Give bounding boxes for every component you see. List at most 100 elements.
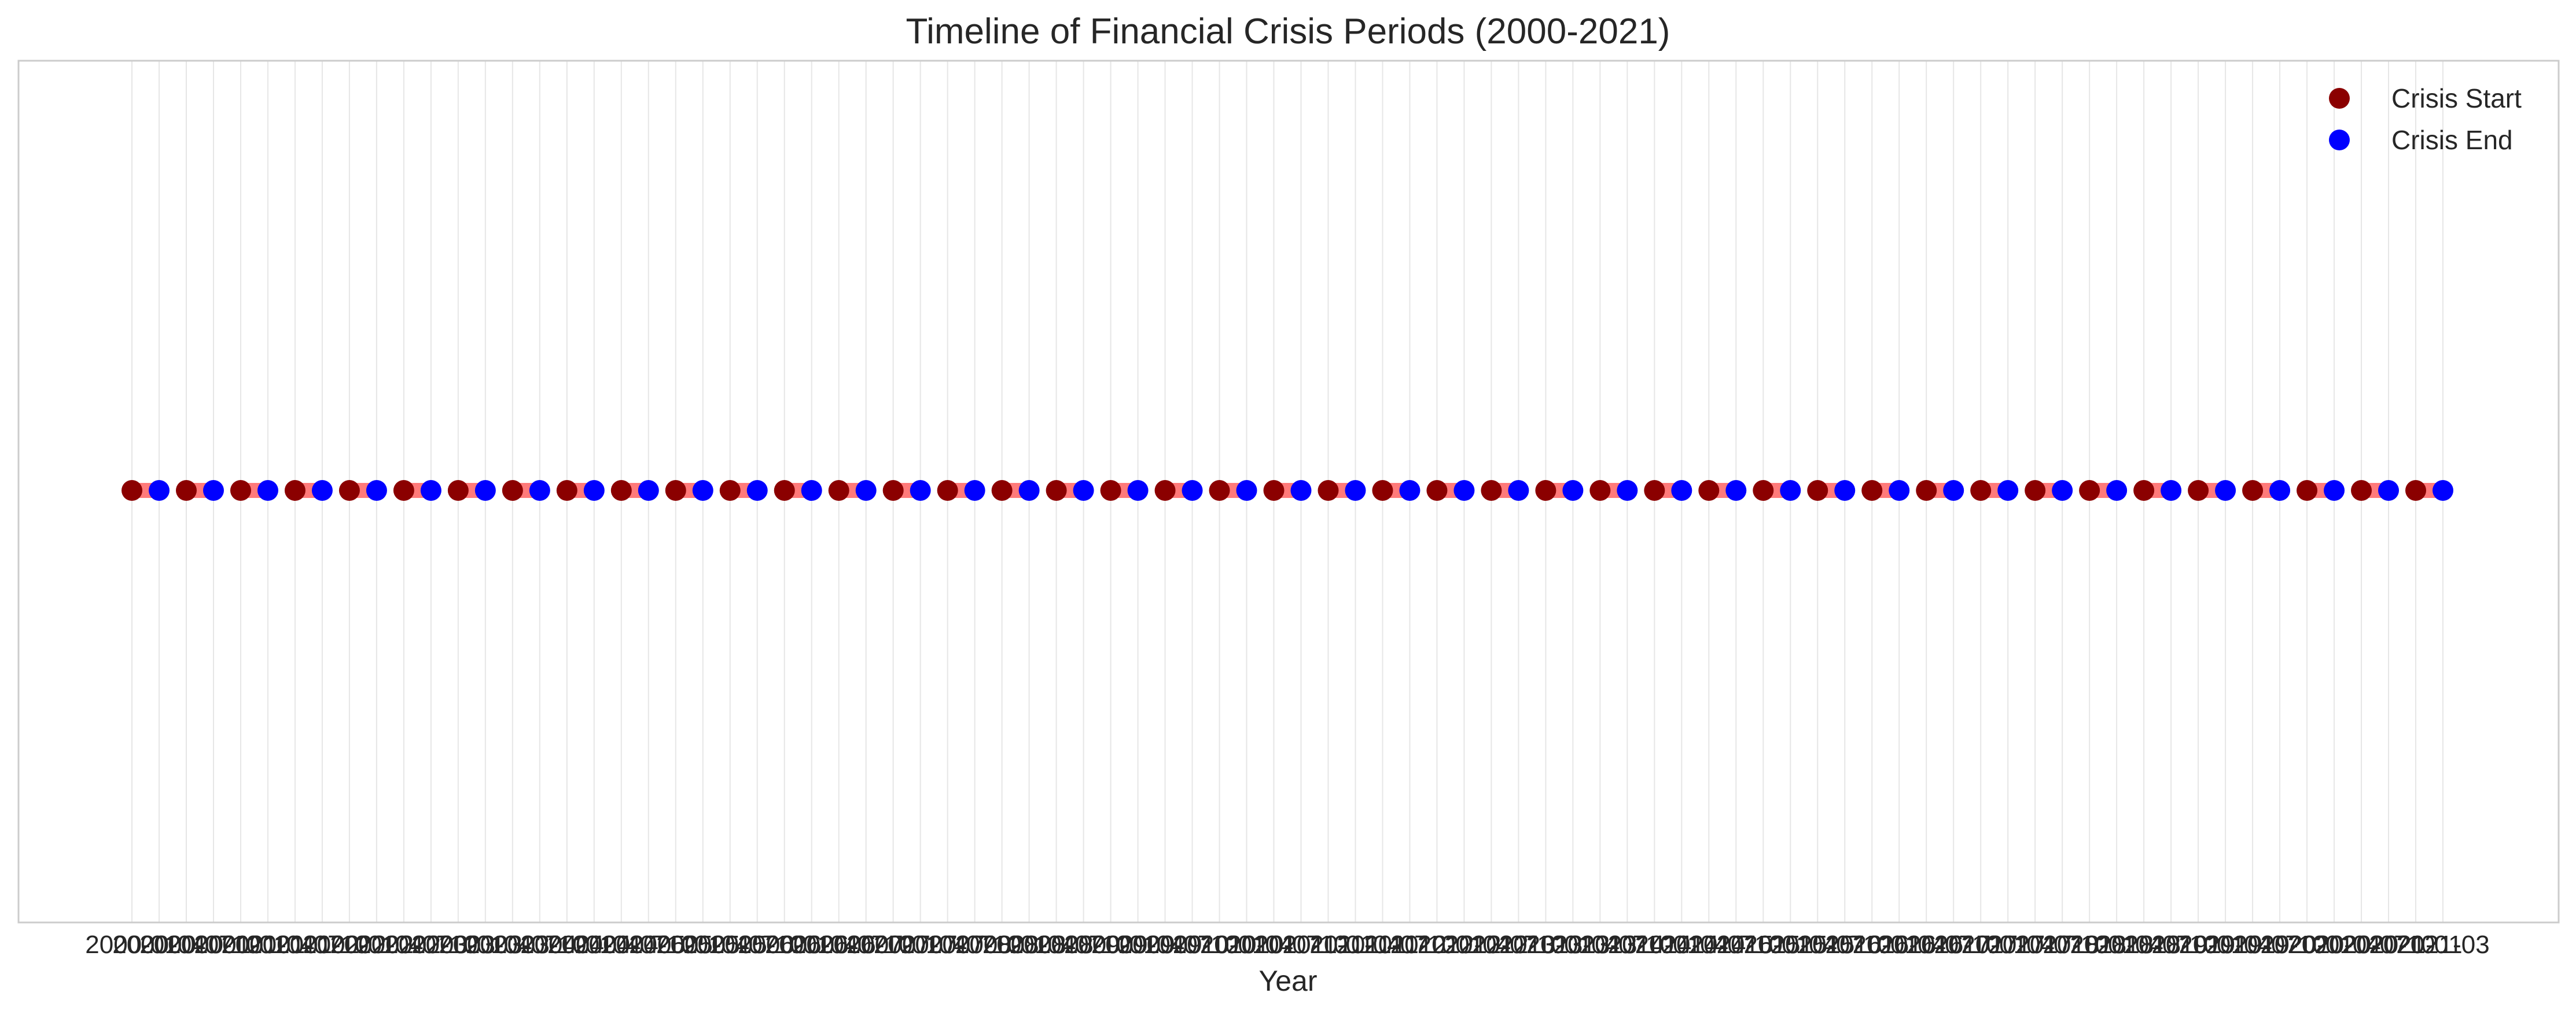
crisis-start-point xyxy=(991,480,1013,501)
x-tick-label: 2016-07 xyxy=(1879,931,1973,959)
x-tick-label: 2013-10 xyxy=(1581,931,1674,959)
x-tick-label: 2019-04 xyxy=(2178,931,2272,959)
crisis-start-point xyxy=(665,480,686,501)
crisis-start-point xyxy=(2025,480,2046,501)
crisis-start-point xyxy=(828,480,849,501)
crisis-start-point xyxy=(1644,480,1665,501)
x-tick-label: 2018-04 xyxy=(2070,931,2163,959)
crisis-end-point xyxy=(1889,480,1910,501)
legend: Crisis Start Crisis End xyxy=(2329,83,2522,155)
crisis-end-point xyxy=(1834,480,1856,501)
crisis-end-point xyxy=(2215,480,2236,501)
crisis-end-point xyxy=(529,480,550,501)
x-tick-label: 2018-07 xyxy=(2097,931,2190,959)
x-tick-label: 2005-07 xyxy=(683,931,777,959)
marker-layer xyxy=(122,480,2453,501)
crisis-end-point xyxy=(801,480,822,501)
crisis-end-point xyxy=(1725,480,1747,501)
x-tick-label: 2013-01 xyxy=(1499,931,1592,959)
x-tick-label: 2019-10 xyxy=(2233,931,2326,959)
x-tick-label: 2007-04 xyxy=(874,931,967,959)
crisis-start-point xyxy=(1100,480,1121,501)
crisis-start-point xyxy=(1209,480,1230,501)
crisis-start-point xyxy=(774,480,795,501)
x-tick-label: 2014-04 xyxy=(1635,931,1728,959)
chart-title: Timeline of Financial Crisis Periods (20… xyxy=(906,12,1670,51)
crisis-start-point xyxy=(610,480,632,501)
crisis-start-point xyxy=(1807,480,1828,501)
crisis-start-point xyxy=(1046,480,1067,501)
crisis-end-point xyxy=(203,480,224,501)
crisis-start-point xyxy=(1970,480,1992,501)
legend-label-crisis-end: Crisis End xyxy=(2391,125,2513,155)
crisis-end-point xyxy=(2378,480,2400,501)
crisis-end-point xyxy=(2106,480,2128,501)
x-tick-label: 2009-07 xyxy=(1118,931,1212,959)
crisis-end-point xyxy=(1562,480,1584,501)
x-tick-label: 2012-07 xyxy=(1445,931,1538,959)
x-tick-label: 2003-01 xyxy=(411,931,505,959)
crisis-end-point xyxy=(1182,480,1203,501)
x-axis-label: Year xyxy=(1258,965,1317,997)
crisis-end-point xyxy=(1453,480,1475,501)
crisis-start-point xyxy=(447,480,469,501)
crisis-start-point xyxy=(719,480,741,501)
x-tick-label: 2003-07 xyxy=(466,931,559,959)
x-tick-label: 2004-01 xyxy=(520,931,613,959)
x-tick-label: 2010-01 xyxy=(1173,931,1266,959)
legend-marker-crisis-start xyxy=(2329,88,2350,109)
x-tick-label: 2010-10 xyxy=(1254,931,1348,959)
crisis-end-point xyxy=(855,480,877,501)
crisis-start-point xyxy=(2079,480,2100,501)
x-tick-label: 2016-01 xyxy=(1826,931,1919,959)
x-tick-label: 2021-03 xyxy=(2396,931,2489,959)
crisis-start-point xyxy=(1698,480,1720,501)
x-tick-label: 2000-01 xyxy=(85,931,178,959)
x-tick-label: 2008-04 xyxy=(982,931,1076,959)
crisis-end-point xyxy=(366,480,387,501)
x-tick-label: 2000-07 xyxy=(139,931,233,959)
x-tick-label: 2004-07 xyxy=(575,931,668,959)
legend-label-crisis-start: Crisis Start xyxy=(2391,83,2522,113)
crisis-start-point xyxy=(230,480,251,501)
x-tick-label: 2011-07 xyxy=(1337,931,1428,959)
x-tick-label: 2013-07 xyxy=(1554,931,1647,959)
crisis-start-point xyxy=(1426,480,1448,501)
x-tick-label: 2018-01 xyxy=(2043,931,2136,959)
crisis-start-point xyxy=(1753,480,1774,501)
x-tick-label: 2016-10 xyxy=(1907,931,2000,959)
x-tick-label: 2014-10 xyxy=(1690,931,1783,959)
x-tick-label: 2010-07 xyxy=(1227,931,1320,959)
x-tick-label: 2011-10 xyxy=(1364,931,1455,959)
crisis-end-point xyxy=(692,480,713,501)
crisis-end-point xyxy=(148,480,170,501)
x-tick-label: 2017-04 xyxy=(1961,931,2054,959)
crisis-start-point xyxy=(1154,480,1176,501)
x-tick-label: 2012-04 xyxy=(1418,931,1511,959)
crisis-end-point xyxy=(638,480,659,501)
crisis-end-point xyxy=(910,480,931,501)
x-tick-label: 2010-04 xyxy=(1200,931,1293,959)
x-tick-label: 2004-04 xyxy=(547,931,641,959)
x-tick-label: 2015-01 xyxy=(1717,931,1810,959)
x-tick-label: 2011-04 xyxy=(1309,931,1401,959)
x-tick-label: 2006-01 xyxy=(738,931,831,959)
crisis-start-point xyxy=(175,480,197,501)
x-tick-labels: 2000-012000-042000-072000-102001-012001-… xyxy=(85,931,2489,959)
crisis-start-point xyxy=(1263,480,1285,501)
x-tick-label: 2008-01 xyxy=(955,931,1048,959)
crisis-start-point xyxy=(1861,480,1883,501)
crisis-start-point xyxy=(1535,480,1556,501)
x-tick-label: 2019-01 xyxy=(2151,931,2244,959)
x-tick-label: 2020-07 xyxy=(2314,931,2408,959)
x-tick-label: 2005-04 xyxy=(656,931,749,959)
x-tick-label: 2012-01 xyxy=(1390,931,1484,959)
crisis-end-point xyxy=(1345,480,1366,501)
x-tick-label: 2008-10 xyxy=(1037,931,1130,959)
x-tick-label: 2000-10 xyxy=(167,931,260,959)
crisis-end-point xyxy=(2052,480,2073,501)
legend-marker-crisis-end xyxy=(2329,130,2350,150)
crisis-end-point xyxy=(1127,480,1149,501)
